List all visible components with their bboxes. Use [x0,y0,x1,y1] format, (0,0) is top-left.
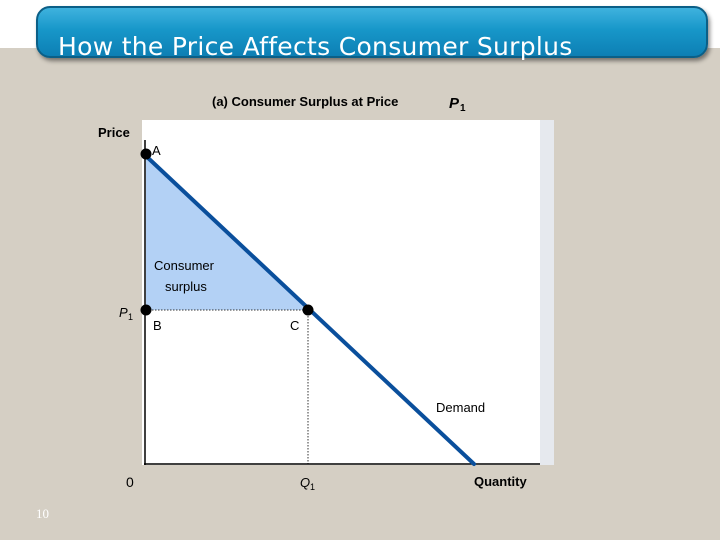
point-c-label: C [290,318,299,333]
title-bar: How the Price Affects Consumer Surplus [36,6,708,61]
point-b-label: B [153,318,162,333]
panel-title-symbol: P [449,95,460,112]
surplus-label-line1: Consumer [154,258,215,273]
slide-title: How the Price Affects Consumer Surplus [58,32,573,61]
quantity-q1-label: Q [300,475,310,490]
panel-title: (a) Consumer Surplus at Price [212,94,398,109]
plot-panel-edge [540,120,554,465]
price-p1-subscript: 1 [128,312,133,322]
price-p1-label: P [119,305,128,320]
point-a-dot [140,148,152,160]
quantity-q1-subscript: 1 [310,482,315,492]
x-axis-label: Quantity [474,474,527,489]
slide-number: 10 [36,506,49,521]
point-b-dot [140,304,152,316]
point-a-label: A [152,143,161,158]
point-c-dot [302,304,314,316]
y-axis-label: Price [98,125,130,140]
demand-label: Demand [436,400,485,415]
surplus-label-line2: surplus [165,279,207,294]
origin-label: 0 [126,474,134,490]
panel-title-subscript: 1 [460,103,466,114]
